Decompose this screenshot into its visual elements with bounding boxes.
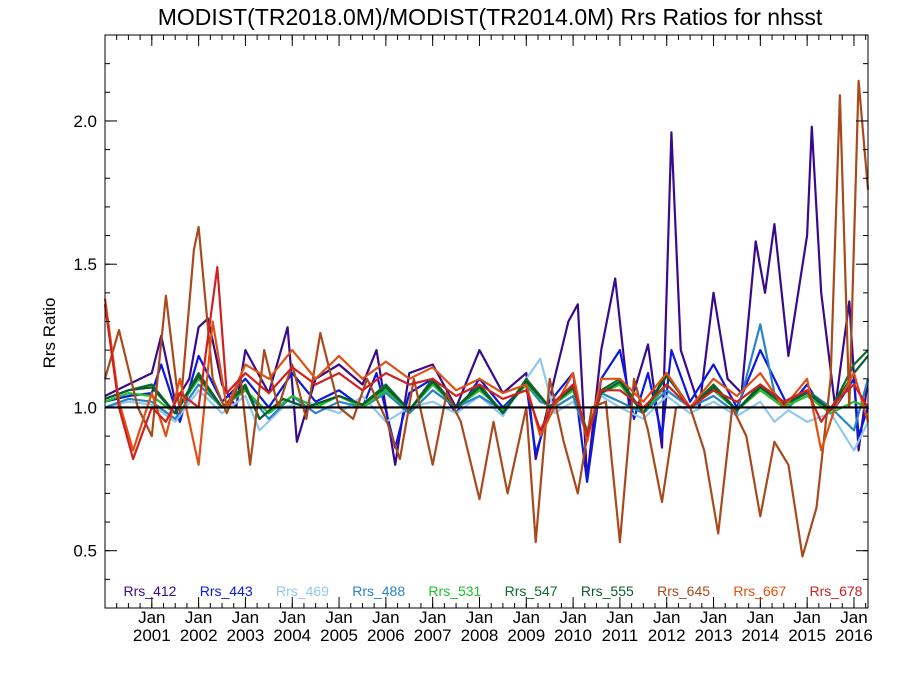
y-tick-label: 2.0 <box>73 112 97 131</box>
x-tick-label-month: Jan <box>606 608 633 627</box>
legend-item-rrs_412: Rrs_412 <box>124 583 177 599</box>
x-tick-label-month: Jan <box>840 608 867 627</box>
legend-item-rrs_443: Rrs_443 <box>200 583 253 599</box>
x-tick-label-month: Jan <box>279 608 306 627</box>
legend-item-rrs_547: Rrs_547 <box>505 583 558 599</box>
legend-item-rrs_555: Rrs_555 <box>581 583 634 599</box>
series-lines <box>103 79 870 558</box>
x-tick-label-year: 2012 <box>648 626 686 645</box>
legend-item-rrs_531: Rrs_531 <box>428 583 481 599</box>
y-tick-label: 0.5 <box>73 542 97 561</box>
chart-title: MODIST(TR2018.0M)/MODIST(TR2014.0M) Rrs … <box>158 4 823 30</box>
y-axis-label: Rrs Ratio <box>40 298 59 369</box>
x-tick-label-month: Jan <box>559 608 586 627</box>
x-tick-label-month: Jan <box>185 608 212 627</box>
x-tick-label-month: Jan <box>793 608 820 627</box>
axis-ticks: 0.51.01.52.0Jan2001Jan2002Jan2003Jan2004… <box>73 34 873 645</box>
legend-item-rrs_645: Rrs_645 <box>657 583 710 599</box>
x-tick-label-month: Jan <box>466 608 493 627</box>
x-tick-label-year: 2008 <box>461 626 499 645</box>
series-line-rrs_443 <box>104 349 870 483</box>
x-tick-label-month: Jan <box>138 608 165 627</box>
x-tick-label-month: Jan <box>747 608 774 627</box>
x-tick-label-year: 2009 <box>507 626 545 645</box>
x-tick-label-year: 2015 <box>788 626 826 645</box>
x-tick-label-month: Jan <box>513 608 540 627</box>
x-tick-label-month: Jan <box>325 608 352 627</box>
series-line-rrs_667 <box>103 298 870 466</box>
x-tick-label-month: Jan <box>700 608 727 627</box>
y-tick-label: 1.0 <box>73 398 97 417</box>
series-line-rrs_555 <box>104 355 869 435</box>
x-tick-label-year: 2003 <box>227 626 265 645</box>
x-tick-label-year: 2014 <box>741 626 779 645</box>
x-tick-label-year: 2002 <box>180 626 218 645</box>
legend: Rrs_412 Rrs_443 Rrs_469 Rrs_488 Rrs_531 Rrs_5… <box>124 583 863 599</box>
x-tick-label-month: Jan <box>419 608 446 627</box>
x-tick-label-year: 2004 <box>273 626 311 645</box>
legend-item-rrs_667: Rrs_667 <box>733 583 786 599</box>
y-tick-label: 1.5 <box>73 255 97 274</box>
x-tick-label-month: Jan <box>372 608 399 627</box>
x-tick-label-year: 2007 <box>414 626 452 645</box>
x-tick-label-year: 2013 <box>695 626 733 645</box>
legend-item-rrs_678: Rrs_678 <box>810 583 863 599</box>
x-tick-label-year: 2005 <box>320 626 358 645</box>
series-line-rrs_678 <box>103 266 869 461</box>
legend-item-rrs_488: Rrs_488 <box>352 583 405 599</box>
x-tick-label-year: 2011 <box>602 626 639 645</box>
x-tick-label-year: 2010 <box>554 626 592 645</box>
legend-item-rrs_469: Rrs_469 <box>276 583 329 599</box>
x-tick-label-month: Jan <box>232 608 259 627</box>
x-tick-label-year: 2016 <box>835 626 873 645</box>
x-tick-label-year: 2001 <box>133 626 171 645</box>
x-tick-label-month: Jan <box>653 608 680 627</box>
x-tick-label-year: 2006 <box>367 626 405 645</box>
